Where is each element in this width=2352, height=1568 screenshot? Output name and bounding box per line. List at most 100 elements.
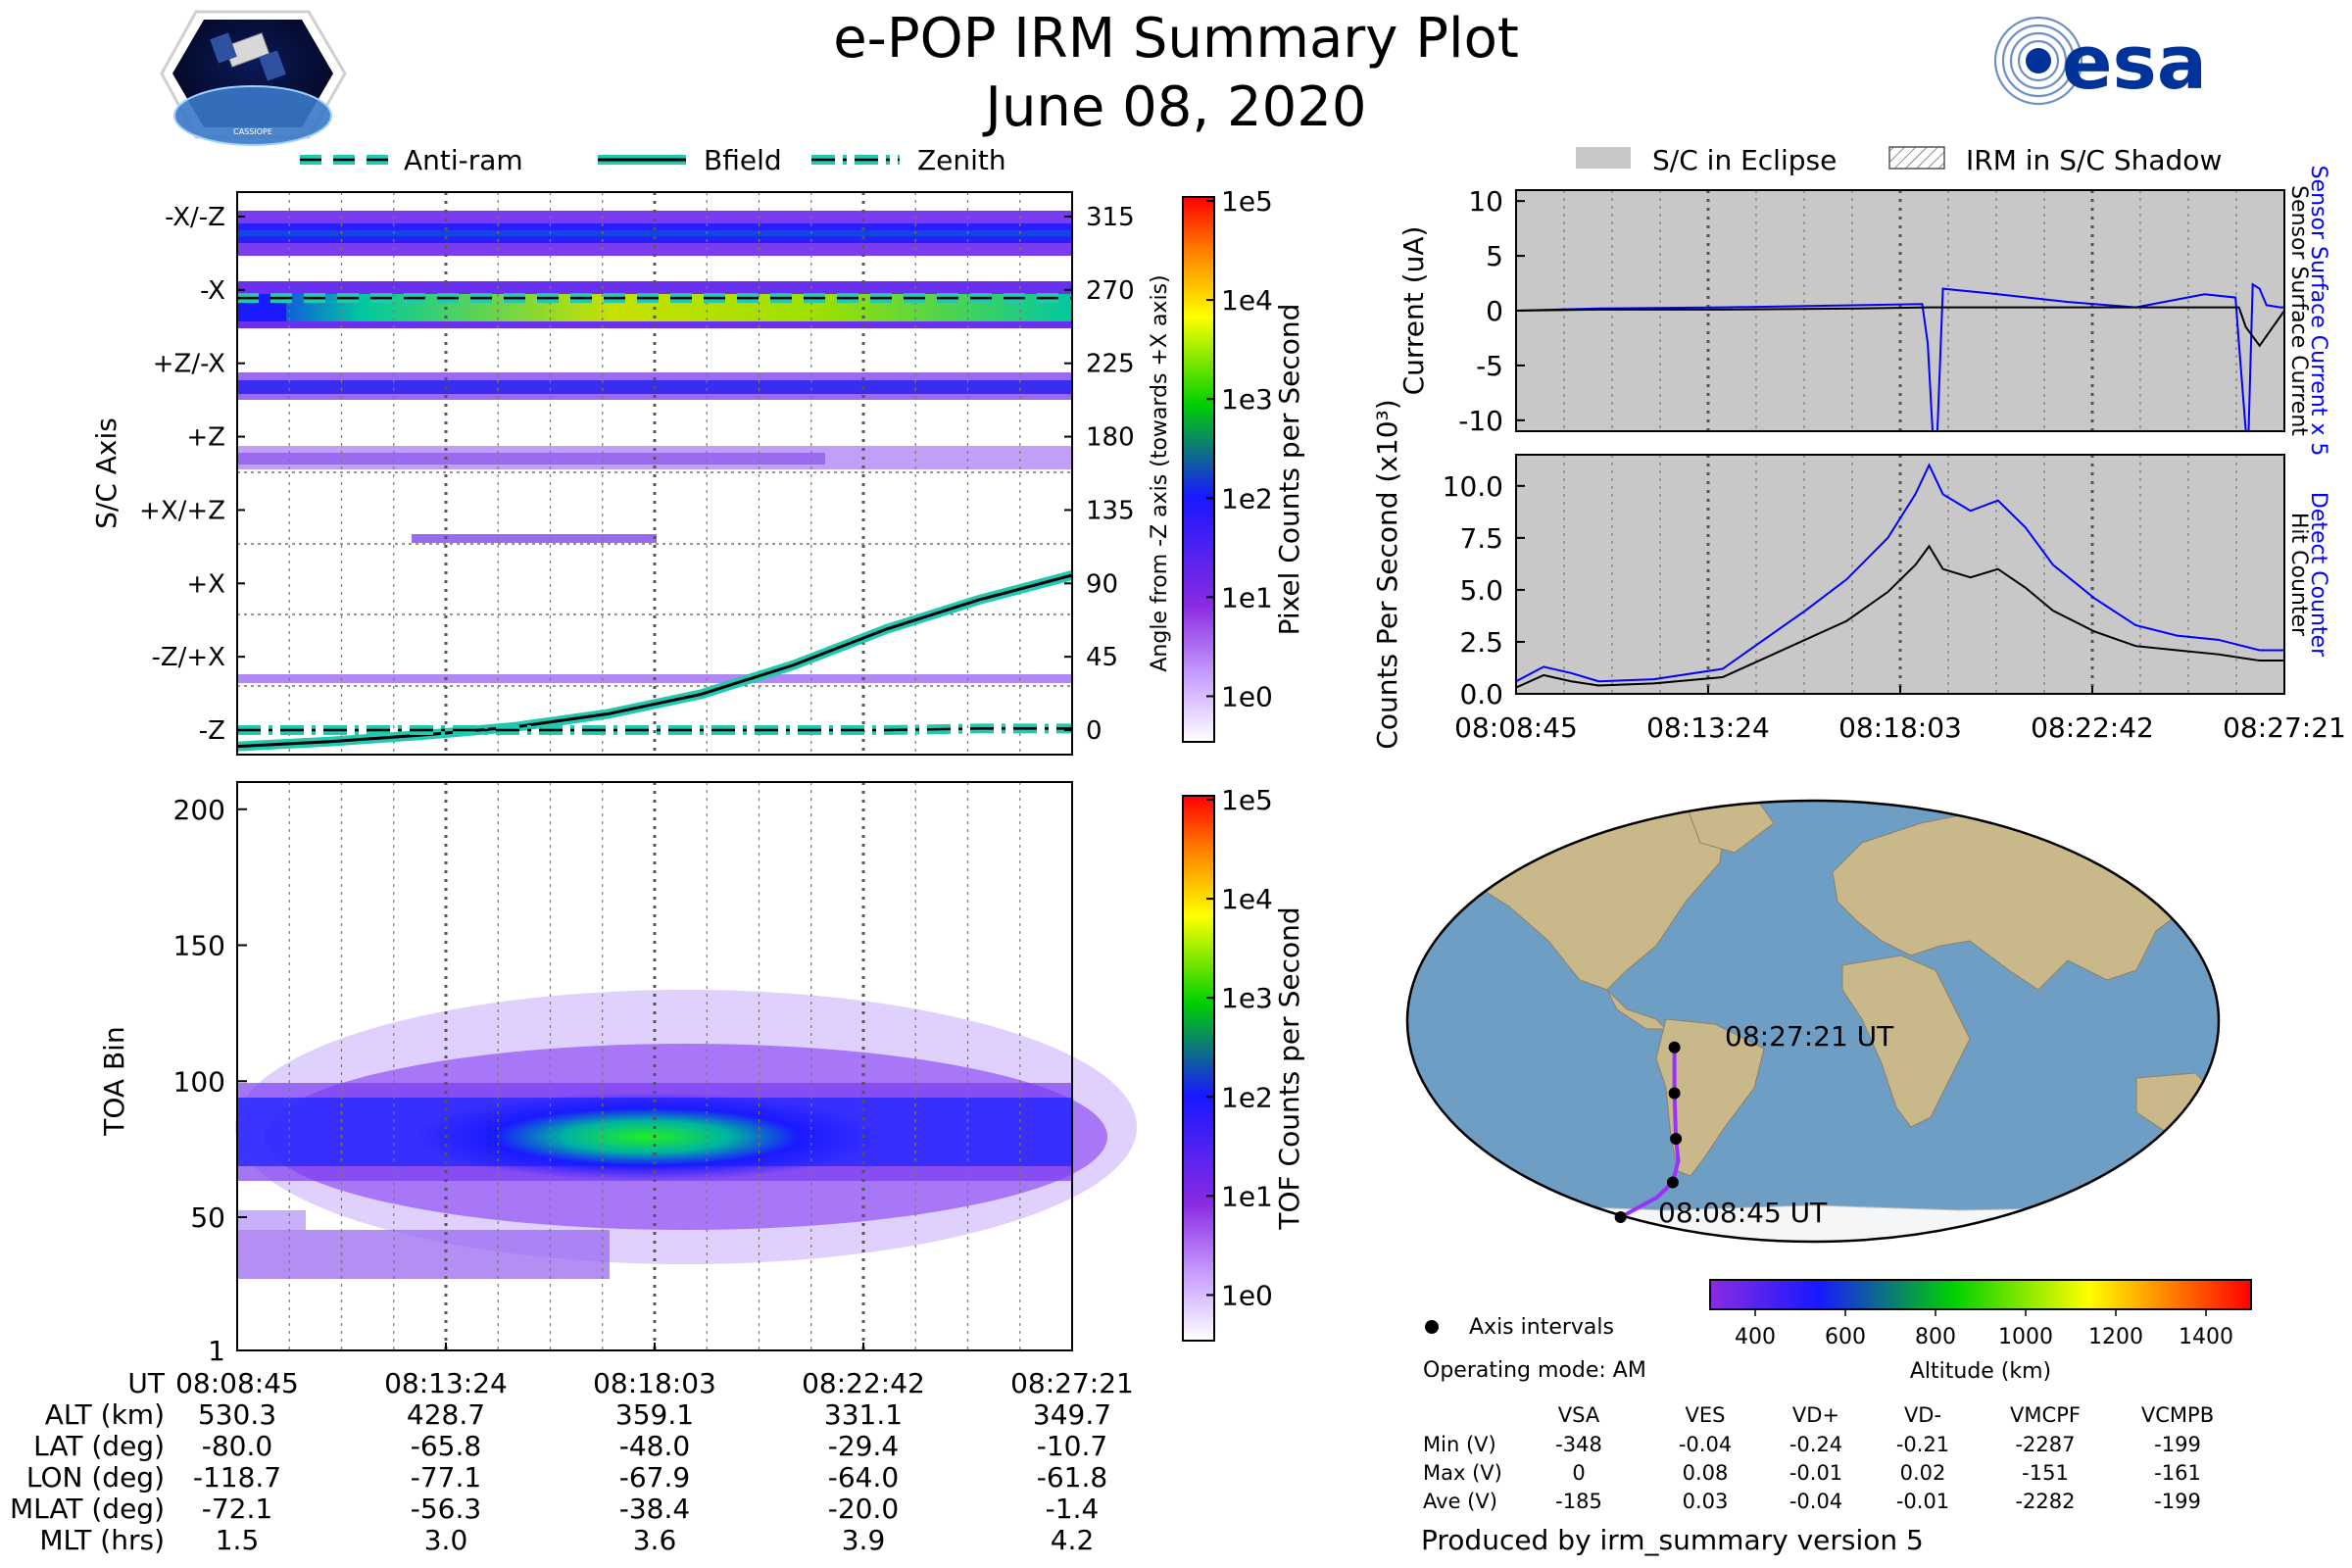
- axis-interval-marker: [1425, 1320, 1439, 1334]
- ephemeris-cell: -20.0: [828, 1493, 899, 1525]
- ephemeris-cell: 1.5: [216, 1524, 260, 1556]
- ephemeris-cell: 3.6: [633, 1524, 677, 1556]
- ephemeris-cell: -72.1: [202, 1493, 272, 1525]
- ephemeris-cell: 331.1: [824, 1398, 903, 1431]
- counts-tick-label: 7.5: [1459, 522, 1503, 555]
- sc-axis-tick-label: -X/-Z: [165, 203, 225, 232]
- counts-xtick-label: 08:13:24: [1646, 711, 1770, 744]
- orbit-track: [1614, 1041, 1683, 1223]
- current-tick-label: 5: [1486, 240, 1503, 272]
- esa-logo-text: esa: [2062, 19, 2207, 106]
- angle-ylabel: Angle from -Z axis (towards +X axis): [1148, 274, 1172, 671]
- altitude-colorbar: 400 600 800 1000 1200 1400 Altitude (km): [1709, 1279, 2252, 1384]
- voltage-cell: -2282: [2015, 1490, 2075, 1513]
- ephemeris-cell: 08:13:24: [384, 1367, 508, 1399]
- voltage-cell: -161: [2154, 1461, 2201, 1485]
- toa-tick-label: 50: [190, 1201, 225, 1234]
- colorbar-tick-label: 1e1: [1221, 1180, 1273, 1212]
- angle-tick-label: 135: [1086, 496, 1135, 525]
- ephemeris-cell: 359.1: [615, 1398, 694, 1431]
- ephemeris-row-label: MLT (hrs): [39, 1524, 165, 1556]
- current-tick-label: -10: [1458, 405, 1503, 437]
- band-minus-x: [237, 281, 1072, 328]
- trace-zenith: [237, 727, 1072, 732]
- sc-axis-tick-label: +Z: [186, 423, 225, 453]
- ephemeris-cell: -67.9: [619, 1461, 690, 1494]
- ephemeris-cell: -80.0: [202, 1430, 272, 1462]
- voltage-col-header: VD-: [1904, 1403, 1941, 1427]
- altitude-tick-label: 1200: [2088, 1325, 2143, 1349]
- sc-axis-left-labels: -X/-Z -X +Z/-X +Z +X/+Z +X -Z/+X -Z: [139, 203, 245, 746]
- colorbar-tick-label: 1e5: [1221, 185, 1273, 218]
- voltage-col-header: VD+: [1792, 1403, 1839, 1427]
- altitude-tick-label: 1000: [1998, 1325, 2053, 1349]
- counts-traces: [1515, 463, 2284, 689]
- sc-axis-tick-label: +X/+Z: [139, 496, 225, 525]
- axis-interval-legend: Axis intervals: [1425, 1315, 1614, 1340]
- angle-tick-label: 0: [1086, 716, 1102, 746]
- band-minus-x-minus-z: [237, 211, 1072, 256]
- colorbar-tick-label: 1e5: [1221, 784, 1273, 816]
- toa-tick-label: 100: [173, 1065, 225, 1098]
- voltage-col-header: VMCPF: [2010, 1403, 2081, 1427]
- altitude-tick-label: 800: [1915, 1325, 1956, 1349]
- altitude-colorbar-ticks: 400 600 800 1000 1200 1400: [1735, 1309, 2233, 1349]
- counts-tick-label: 2.5: [1459, 626, 1503, 659]
- colorbar-tick-label: 1e4: [1221, 883, 1273, 915]
- sc-axis-panel: -X/-Z -X +Z/-X +Z +X/+Z +X -Z/+X -Z 315 270 225 18…: [90, 191, 1172, 756]
- ephemeris-cell: -77.1: [411, 1461, 481, 1494]
- colorbar-tick-label: 1e2: [1221, 482, 1273, 514]
- produced-by: Produced by irm_summary version 5: [1421, 1524, 1924, 1556]
- current-yticks: 10 5 0 -5 -10: [1458, 185, 1525, 437]
- orbit-axis-interval-point: [1614, 1211, 1627, 1223]
- current-panel: 10 5 0 -5 -10 Current (uA) Sensor Surface Cu…: [1397, 166, 2330, 457]
- counts-tick-label: 5.0: [1459, 574, 1503, 607]
- counts-right-label-blue: Detect Counter: [2306, 492, 2330, 658]
- ephemeris-cell: 08:08:45: [175, 1367, 299, 1399]
- ephemeris-cell: 3.9: [842, 1524, 886, 1556]
- current-ylabel: Current (uA): [1397, 226, 1430, 396]
- ephemeris-cell: -38.4: [619, 1493, 690, 1525]
- ephemeris-row-label: UT: [127, 1367, 165, 1399]
- colorbar-tick-label: 1e0: [1221, 680, 1273, 712]
- orbit-map: 08:08:45 UT 08:27:21 UT: [1405, 799, 2221, 1244]
- current-ylabel-text: Current (uA): [1397, 226, 1430, 396]
- ephemeris-row-label: MLAT (deg): [10, 1493, 165, 1525]
- counts-xtick-label: 08:18:03: [1838, 711, 1962, 744]
- trace-bfield: [236, 573, 1073, 749]
- legend-zenith-label: Zenith: [917, 144, 1006, 176]
- voltage-cell: 0.03: [1683, 1490, 1729, 1513]
- legend-sc-eclipse: S/C in Eclipse: [1576, 144, 1837, 176]
- colorbar-tick-label: 1e2: [1221, 1081, 1273, 1113]
- colorbar-tick-label: 1e4: [1221, 284, 1273, 317]
- voltage-cell: -151: [2022, 1461, 2069, 1485]
- counts-ylabel: Counts Per Second (x10³): [1371, 399, 1403, 749]
- legend-zenith: Zenith: [811, 144, 1006, 176]
- voltage-row-label: Min (V): [1423, 1433, 1496, 1456]
- counts-xticks: 08:08:45 08:13:24 08:18:03 08:22:42 08:27:21: [1454, 686, 2346, 744]
- toa-vlines: [236, 782, 1073, 1350]
- ephemeris-cell: -1.4: [1046, 1493, 1100, 1525]
- sc-axis-tick-label: -X: [200, 276, 225, 306]
- counts-tick-label: 10.0: [1443, 470, 1503, 503]
- page-title: e-POP IRM Summary Plot: [833, 7, 1519, 71]
- voltage-cell: -2287: [2015, 1433, 2075, 1456]
- voltage-col-header: VSA: [1558, 1403, 1600, 1427]
- ephemeris-cell: -118.7: [193, 1461, 281, 1494]
- voltage-cell: -199: [2154, 1433, 2201, 1456]
- pixel-colorbar-label: Pixel Counts per Second: [1273, 304, 1305, 636]
- colorbar-tick-label: 1e3: [1221, 982, 1273, 1014]
- land-africa: [1841, 955, 1971, 1128]
- current-tick-label: 0: [1486, 295, 1503, 327]
- ephemeris-cell: 08:22:42: [802, 1367, 925, 1399]
- counts-trace-0: [1515, 463, 2284, 683]
- band-plus-x-plus-z: [412, 534, 657, 543]
- pixel-colorbar-ticks: 1e5 1e4 1e3 1e2 1e1 1e0: [1206, 185, 1273, 712]
- altitude-colorbar-label: Altitude (km): [1910, 1359, 2051, 1384]
- colorbar-tick-label: 1e1: [1221, 581, 1273, 613]
- angle-tick-label: 90: [1086, 569, 1118, 599]
- ephemeris-row-label: ALT (km): [45, 1398, 165, 1431]
- current-right-label-blue: Sensor Surface Current x 5: [2306, 166, 2330, 457]
- counts-xtick-label: 08:08:45: [1454, 711, 1578, 744]
